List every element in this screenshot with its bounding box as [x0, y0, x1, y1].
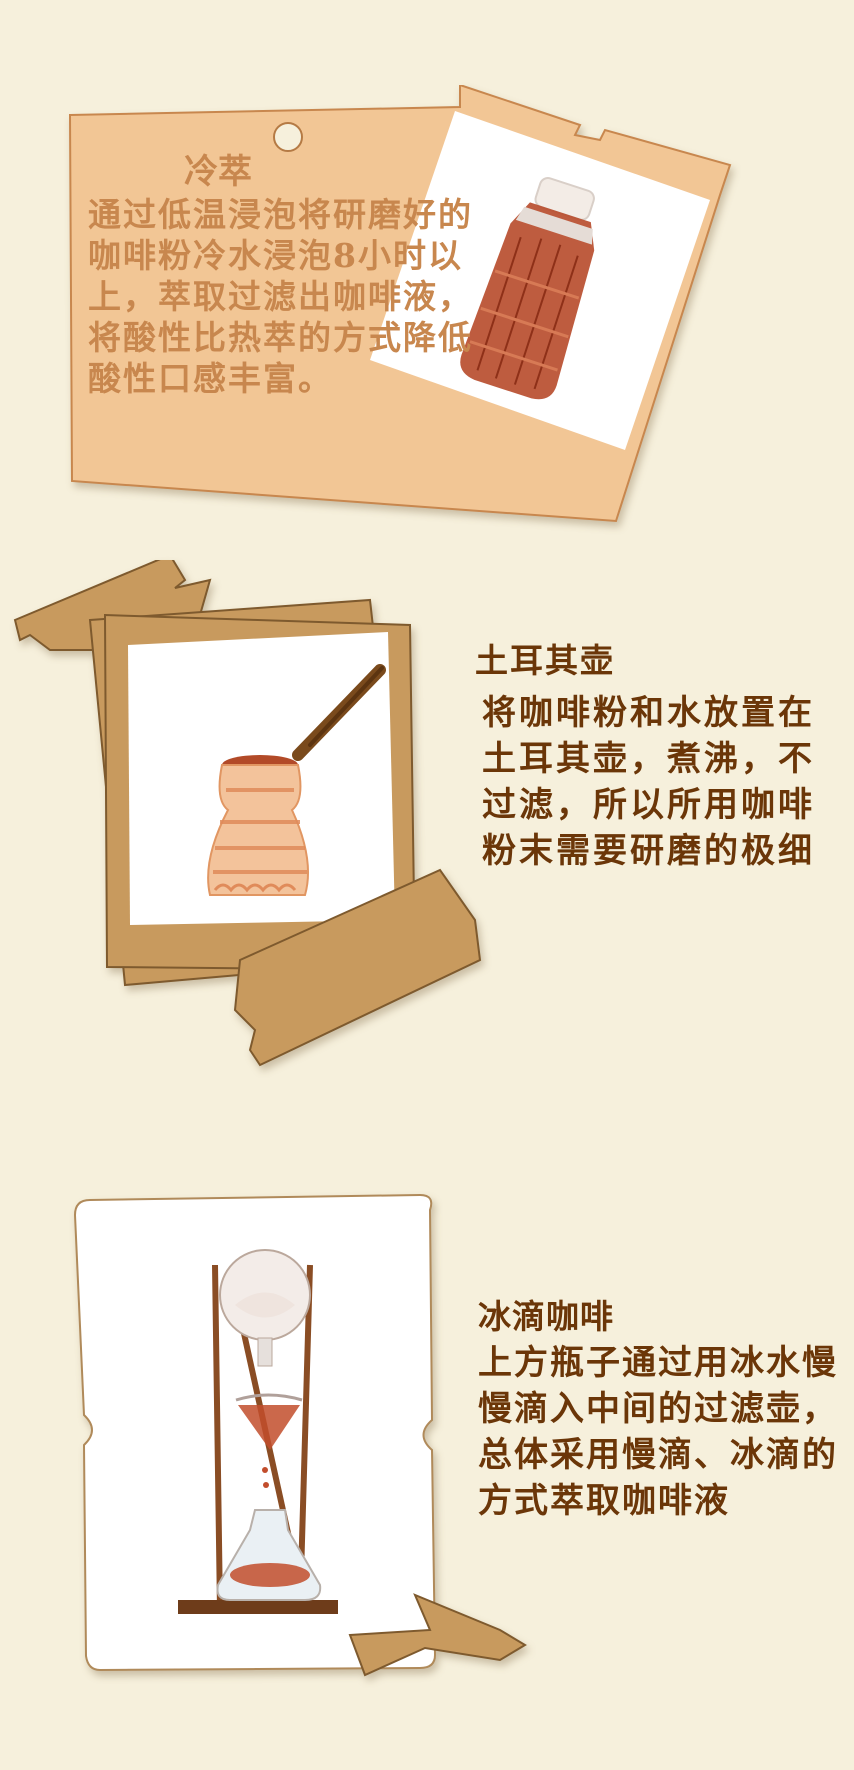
turkish-pot-title: 土耳其壶 [475, 641, 615, 680]
turkish-pot-frame [13, 560, 482, 1067]
turkish-pot-icon [207, 664, 386, 896]
cold-brew-text: 冷萃 通过低温浸泡将研磨好的咖啡粉冷水浸泡8小时以上，萃取过滤出咖啡液，将酸性比… [88, 150, 478, 399]
ice-drip-tower-icon [178, 1249, 338, 1614]
ice-drip-title: 冰滴咖啡 [478, 1297, 614, 1336]
cold-brew-title: 冷萃 [184, 152, 252, 192]
ice-drip-description: 上方瓶子通过用冰水慢慢滴入中间的过滤壶，总体采用慢滴、冰滴的方式萃取咖啡液 [478, 1343, 838, 1521]
ice-drip-card [73, 1193, 527, 1677]
turkish-pot-description: 将咖啡粉和水放置在土耳其壶，煮沸，不过滤，所以所用咖啡粉末需要研磨的极细 [482, 693, 815, 871]
cold-brew-description: 通过低温浸泡将研磨好的咖啡粉冷水浸泡8小时以上，萃取过滤出咖啡液，将酸性比热萃的… [88, 195, 473, 398]
cold-brew-bottle-icon [460, 177, 595, 400]
cold-brew-card [68, 85, 732, 523]
